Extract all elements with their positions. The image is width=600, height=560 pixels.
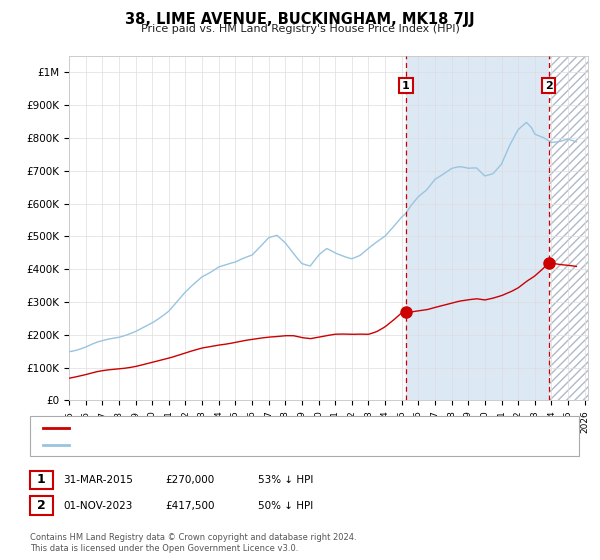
- Text: £417,500: £417,500: [165, 501, 215, 511]
- Text: 1: 1: [402, 81, 410, 91]
- Text: 2: 2: [37, 499, 46, 512]
- Text: 53% ↓ HPI: 53% ↓ HPI: [258, 475, 313, 485]
- Text: £270,000: £270,000: [165, 475, 214, 485]
- Text: 31-MAR-2015: 31-MAR-2015: [63, 475, 133, 485]
- Text: 38, LIME AVENUE, BUCKINGHAM, MK18 7JJ (detached house): 38, LIME AVENUE, BUCKINGHAM, MK18 7JJ (d…: [74, 423, 369, 433]
- Text: HPI: Average price, detached house, Buckinghamshire: HPI: Average price, detached house, Buck…: [74, 440, 340, 450]
- Text: Price paid vs. HM Land Registry's House Price Index (HPI): Price paid vs. HM Land Registry's House …: [140, 24, 460, 34]
- Bar: [548, 56, 588, 400]
- Text: 2: 2: [545, 81, 553, 91]
- Text: Contains HM Land Registry data © Crown copyright and database right 2024.
This d: Contains HM Land Registry data © Crown c…: [30, 533, 356, 553]
- Text: 50% ↓ HPI: 50% ↓ HPI: [258, 501, 313, 511]
- Text: 01-NOV-2023: 01-NOV-2023: [63, 501, 133, 511]
- Text: 38, LIME AVENUE, BUCKINGHAM, MK18 7JJ: 38, LIME AVENUE, BUCKINGHAM, MK18 7JJ: [125, 12, 475, 27]
- Bar: [406, 56, 548, 400]
- Text: 1: 1: [37, 473, 46, 487]
